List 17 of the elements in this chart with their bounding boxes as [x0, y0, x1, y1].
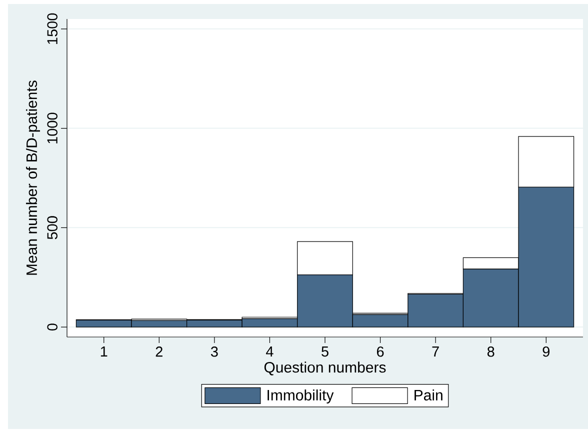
y-tick-label: 1000 — [47, 112, 58, 144]
y-tick-label: 500 — [47, 216, 58, 240]
x-axis-title: Question numbers — [264, 362, 386, 376]
legend-label: Immobility — [268, 389, 334, 404]
y-tick-label: 1500 — [47, 13, 58, 44]
x-tick-label: 2 — [156, 346, 162, 357]
x-tick-label: 4 — [266, 346, 274, 356]
x-tick-label: 6 — [376, 346, 384, 357]
x-tick-label: 8 — [487, 346, 494, 357]
y-tick-label: 0 — [47, 324, 58, 331]
x-tick-label: 3 — [210, 346, 218, 357]
y-axis-title: Mean number of B/D-patients — [26, 80, 40, 275]
legend-label: Pain — [414, 389, 442, 400]
x-tick-label: 5 — [322, 346, 328, 357]
x-tick-label: 9 — [542, 346, 550, 357]
x-tick-label: 7 — [432, 346, 439, 356]
x-tick-label: 1 — [100, 346, 108, 356]
